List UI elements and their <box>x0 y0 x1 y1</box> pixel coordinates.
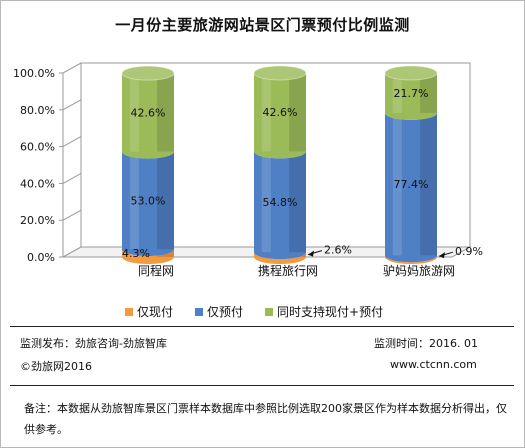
separator-bottom <box>10 385 514 386</box>
bar-segment-1-0 <box>122 151 174 257</box>
data-label-prepay: 54.8% <box>263 196 298 209</box>
y-tick-side-edge <box>62 172 82 184</box>
bar-segment-0-2 <box>385 255 437 264</box>
bar-segment-1-1 <box>254 151 306 260</box>
data-label-cash: 0.9% <box>455 245 483 258</box>
cash-leader-arrow <box>308 250 314 257</box>
data-label-cash: 2.6% <box>324 244 352 257</box>
data-label-prepay: 77.4% <box>394 178 429 191</box>
y-tick-side-edge <box>62 62 82 74</box>
footnote: 备注：本数据从劲旅智库景区门票样本数据库中参照比例选取200家景区作为样本数据分… <box>24 402 507 436</box>
bar-shade-2-1 <box>289 73 306 152</box>
bar-highlight-2-1 <box>261 73 271 152</box>
x-category-label: 同程网 <box>138 263 174 278</box>
bar-highlight-1-1 <box>261 151 271 253</box>
publisher-text: 监测发布：劲旅咨询-劲旅智库 <box>20 337 167 350</box>
data-label-both: 42.6% <box>131 106 166 119</box>
cash-leader-arrow <box>439 252 445 259</box>
y-tick-side-edge <box>62 209 82 221</box>
legend-label-both: 同时支持现付+预付 <box>277 305 384 319</box>
y-tick-side-edge <box>62 136 82 148</box>
y-tick-label: 0.0% <box>27 251 55 264</box>
bar-segment-2-2 <box>385 73 437 120</box>
data-label-cash: 4.3% <box>122 247 150 260</box>
bar-highlight-2-2 <box>392 73 402 113</box>
bar-segment-2-1 <box>254 73 306 159</box>
bar-shade-2-0 <box>157 73 174 152</box>
x-category-label: 携程旅行网 <box>258 263 318 278</box>
bar-segment-0-0 <box>122 249 174 264</box>
bar-shade-1-1 <box>289 151 306 253</box>
bar-shade-1-0 <box>157 151 174 250</box>
y-tick-side-edge <box>62 99 82 111</box>
legend-swatch-both <box>265 307 274 316</box>
legend-label-prepay: 仅预付 <box>207 305 244 319</box>
y-tick-label: 100.0% <box>13 67 55 80</box>
separator-top <box>10 326 514 327</box>
y-tick-label: 60.0% <box>20 141 55 154</box>
bar-highlight-1-0 <box>129 151 139 250</box>
legend-item-prepay: 仅预付 <box>195 303 243 320</box>
y-tick-label: 80.0% <box>20 104 55 117</box>
legend-item-cash: 仅现付 <box>125 303 173 320</box>
bar-highlight-2-0 <box>129 73 139 152</box>
legend-swatch-prepay <box>195 307 204 316</box>
y-tick-side-edge <box>62 246 82 258</box>
y-tick-label: 40.0% <box>20 177 55 190</box>
bar-cap-shine-2-2 <box>385 66 437 80</box>
chart-legend: 仅现付 仅预付 同时支持现付+预付 <box>125 303 383 320</box>
bar-segment-1-2 <box>385 112 437 263</box>
x-category-label: 驴妈妈旅游网 <box>383 263 455 278</box>
data-label-both: 21.7% <box>394 87 429 100</box>
bar-highlight-1-2 <box>392 112 402 256</box>
bar-cap-2-2 <box>384 65 438 81</box>
legend-item-both: 同时支持现付+预付 <box>265 303 383 320</box>
y-tick-label: 20.0% <box>20 214 55 227</box>
bar-segment-2-0 <box>122 73 174 159</box>
bar-segment-0-1 <box>254 252 306 264</box>
data-label-both: 42.6% <box>263 106 298 119</box>
bar-cap-2-0 <box>121 65 175 81</box>
chart-title: 一月份主要旅游网站景区门票预付比例监测 <box>115 16 410 34</box>
bar-cap-2-1 <box>253 65 307 81</box>
legend-label-cash: 仅现付 <box>137 305 174 319</box>
legend-swatch-cash <box>125 307 133 316</box>
monitor-time-text: 监测时间：2016. 01 <box>374 337 478 350</box>
website-text: www.ctcnn.com <box>390 358 477 371</box>
copyright-text: ©劲旅网2016 <box>20 360 92 373</box>
data-label-prepay: 53.0% <box>131 194 166 207</box>
bar-cap-shine-2-1 <box>254 66 306 80</box>
bar-cap-shine-2-0 <box>122 66 174 81</box>
bar-shade-2-2 <box>420 73 437 113</box>
bar-shade-1-2 <box>420 112 437 256</box>
